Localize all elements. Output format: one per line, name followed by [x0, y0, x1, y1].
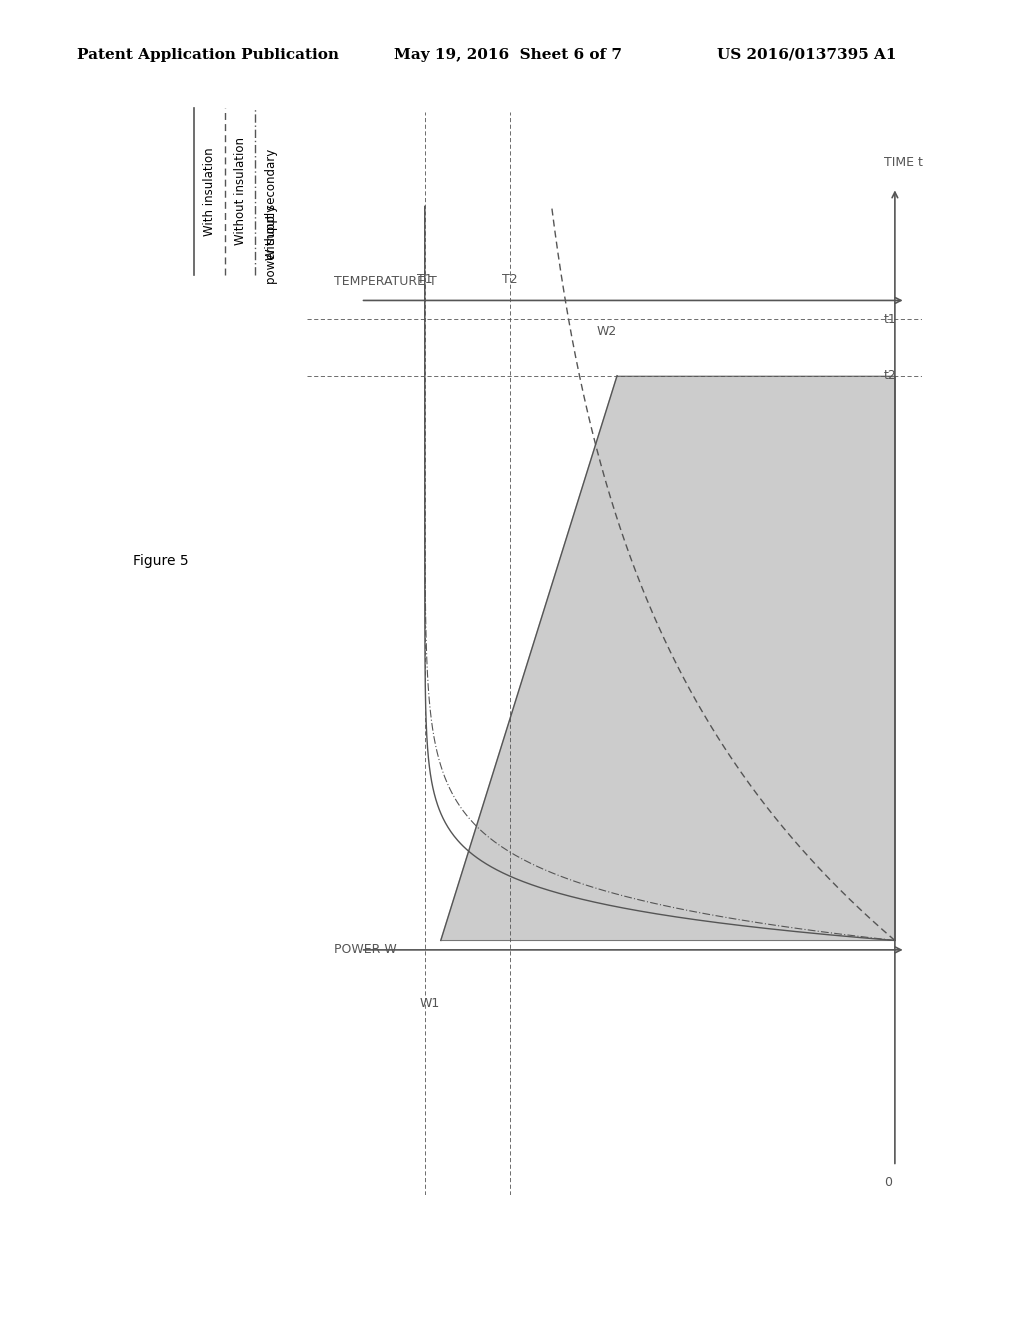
Text: 0: 0 [884, 1176, 892, 1189]
Text: W2: W2 [596, 325, 616, 338]
Text: W1: W1 [420, 997, 440, 1010]
Text: Figure 5: Figure 5 [133, 554, 188, 568]
Text: POWER W: POWER W [334, 944, 396, 957]
Text: Patent Application Publication: Patent Application Publication [77, 48, 339, 62]
Text: With insulation: With insulation [204, 147, 216, 236]
Text: May 19, 2016  Sheet 6 of 7: May 19, 2016 Sheet 6 of 7 [394, 48, 623, 62]
Text: T2: T2 [503, 273, 518, 286]
Text: t2: t2 [884, 370, 897, 383]
Text: t1: t1 [884, 313, 897, 326]
Text: Without insulation: Without insulation [234, 137, 247, 246]
Text: T1: T1 [417, 273, 432, 286]
Text: US 2016/0137395 A1: US 2016/0137395 A1 [717, 48, 896, 62]
Text: TIME t: TIME t [884, 156, 923, 169]
Text: TEMPERATURE T: TEMPERATURE T [334, 275, 436, 288]
Text: power supply: power supply [265, 205, 278, 284]
Text: Without secondary: Without secondary [265, 149, 278, 260]
Polygon shape [440, 376, 895, 940]
